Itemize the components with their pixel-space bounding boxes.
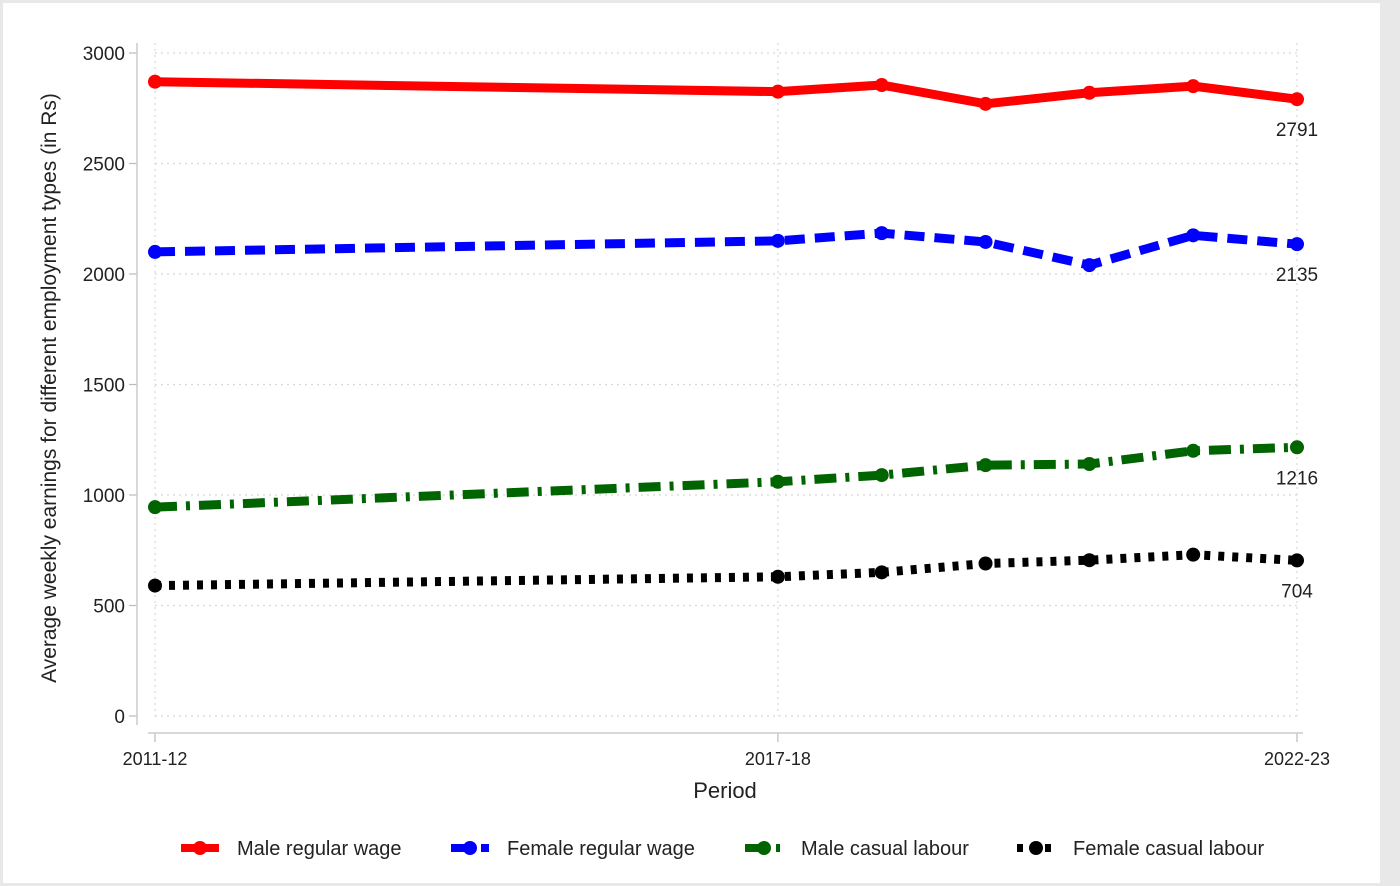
data-point [874, 226, 889, 241]
data-point [770, 569, 785, 584]
x-axis-title: Period [693, 778, 757, 803]
x-tick-label: 2011-12 [123, 749, 188, 769]
data-point [1186, 443, 1201, 458]
y-axis-title: Average weekly earnings for different em… [38, 93, 61, 683]
data-point [874, 78, 889, 93]
line-chart: 0 500 1000 1500 2000 2500 3000 2011-12 2017-18 20… [38, 43, 1330, 860]
data-point [148, 74, 162, 89]
series-line [154, 228, 1298, 270]
data-point [770, 233, 785, 248]
series-1 [148, 74, 1304, 111]
legend-swatch-marker [1029, 841, 1043, 855]
x-tick-label: 2017-18 [745, 749, 811, 769]
legend-swatch-marker [757, 841, 771, 855]
series-line [154, 550, 1298, 591]
data-point [1186, 79, 1201, 94]
series-line [154, 442, 1298, 512]
data-point [1186, 547, 1201, 562]
end-value-label: 2135 [1276, 265, 1318, 286]
y-tick-label: 1000 [83, 486, 125, 507]
data-point [1186, 228, 1201, 243]
y-tick-label: 1500 [83, 376, 125, 397]
end-value-label: 704 [1281, 581, 1313, 602]
x-tick-label: 2022-23 [1264, 749, 1330, 769]
data-point [148, 578, 162, 593]
data-point [1290, 553, 1304, 568]
data-point [1290, 440, 1304, 455]
end-labels: 2791 2135 1216 704 [1276, 120, 1318, 602]
legend-item: Male casual labour [745, 838, 969, 860]
data-point [1082, 85, 1097, 100]
data-point [1082, 553, 1097, 568]
data-point [978, 556, 993, 571]
data-point [978, 234, 993, 249]
data-point [770, 84, 785, 99]
chart-frame: 0 500 1000 1500 2000 2500 3000 2011-12 2017-18 20… [3, 3, 1380, 883]
data-point [148, 244, 162, 259]
y-tick-label: 0 [114, 707, 125, 728]
data-point [874, 565, 889, 580]
series-lines [148, 74, 1304, 593]
data-point [770, 474, 785, 489]
legend-swatch-marker [463, 841, 477, 855]
legend-label: Female casual labour [1073, 838, 1265, 860]
legend-label: Female regular wage [507, 838, 695, 860]
legend-label: Male regular wage [237, 838, 402, 860]
data-point [1082, 258, 1097, 273]
data-point [978, 96, 993, 111]
legend-item: Male regular wage [181, 838, 402, 860]
y-tick-label: 2500 [83, 155, 125, 176]
axes: 0 500 1000 1500 2000 2500 3000 2011-12 2017-18 20… [83, 43, 1330, 769]
data-point [1082, 457, 1097, 472]
y-tick-label: 2000 [83, 265, 125, 286]
data-point [978, 458, 993, 473]
series-line [154, 77, 1298, 109]
legend-swatch-marker [193, 841, 207, 855]
y-tick-label: 3000 [83, 44, 125, 65]
data-point [1290, 237, 1304, 252]
legend-item: Female regular wage [451, 838, 695, 860]
end-value-label: 1216 [1276, 468, 1318, 489]
data-point [148, 500, 162, 515]
data-point [874, 468, 889, 483]
legend-item: Female casual labour [1017, 838, 1265, 860]
series-4 [148, 547, 1304, 593]
y-tick-label: 500 [93, 597, 125, 618]
legend: Male regular wage Female regular wage Male… [181, 838, 1265, 860]
data-point [1290, 92, 1304, 107]
series-3 [148, 440, 1304, 515]
grid [154, 43, 1298, 717]
end-value-label: 2791 [1276, 120, 1318, 141]
series-2 [148, 226, 1304, 273]
legend-label: Male casual labour [801, 838, 969, 860]
